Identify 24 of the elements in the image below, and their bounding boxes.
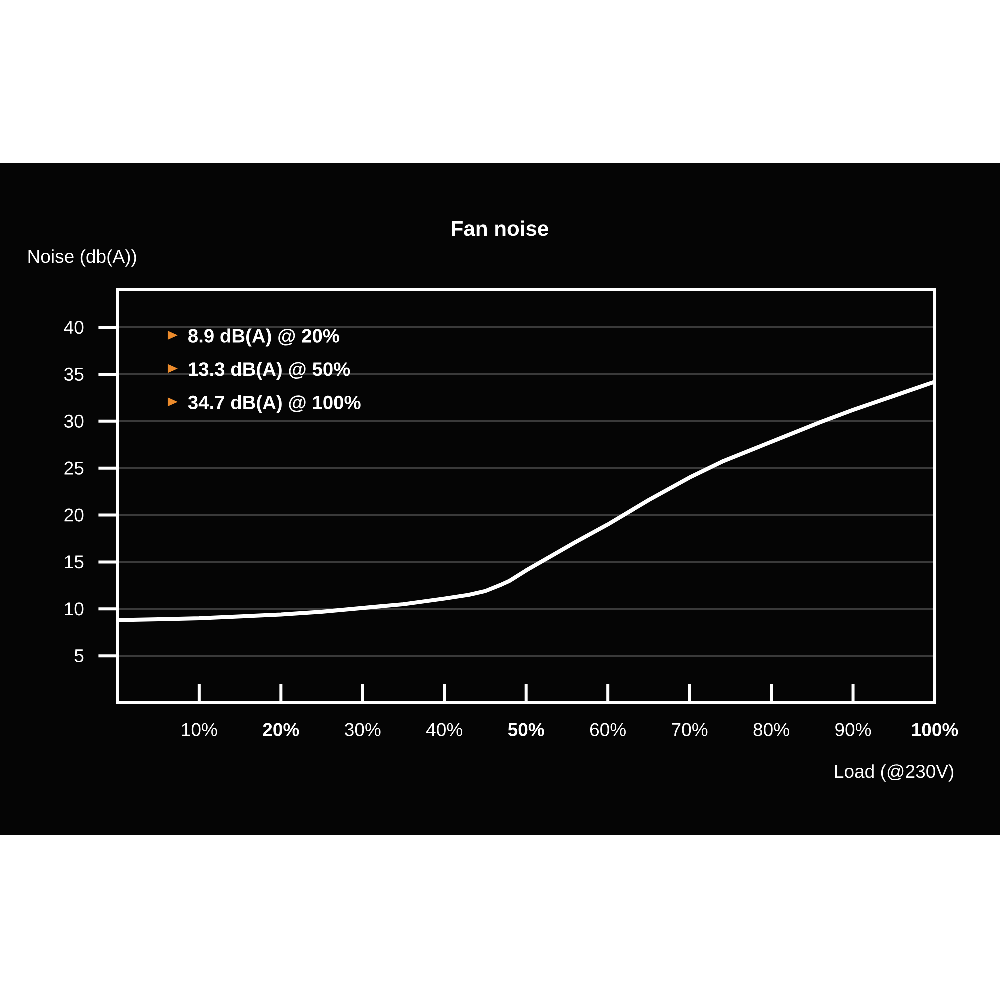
x-tick-label: 40% (426, 723, 462, 736)
annotation: 8.9 dB(A) @ 20% (188, 328, 340, 347)
x-tick-label: 60% (590, 723, 626, 736)
x-tick-label: 10% (182, 723, 218, 736)
y-tick-label: 30 (64, 414, 84, 428)
x-tick-label: 20% (263, 723, 300, 736)
y-tick-label: 5 (74, 650, 84, 663)
y-tick-label: 25 (64, 462, 84, 475)
x-tick-label: 80% (754, 723, 790, 736)
y-tick-label: 20 (64, 508, 84, 522)
y-tick-label: 10 (65, 602, 84, 616)
x-tick-label: 100% (912, 723, 958, 736)
x-tick-label: 30% (345, 723, 381, 736)
y-axis-title: Noise (db(A)) (28, 250, 136, 267)
chart-title: Fan noise (452, 220, 548, 236)
x-axis-title: Load (@230V) (835, 764, 954, 782)
annotation: 34.7 dB(A) @ 100% (188, 395, 361, 414)
x-tick-label: 70% (672, 723, 708, 736)
y-tick-label: 35 (64, 368, 84, 382)
x-tick-label: 50% (508, 723, 544, 736)
y-tick-label: 40 (64, 320, 84, 334)
x-tick-label: 90% (836, 723, 872, 736)
annotation: 13.3 dB(A) @ 50% (189, 362, 350, 380)
y-tick-label: 15 (65, 556, 84, 569)
